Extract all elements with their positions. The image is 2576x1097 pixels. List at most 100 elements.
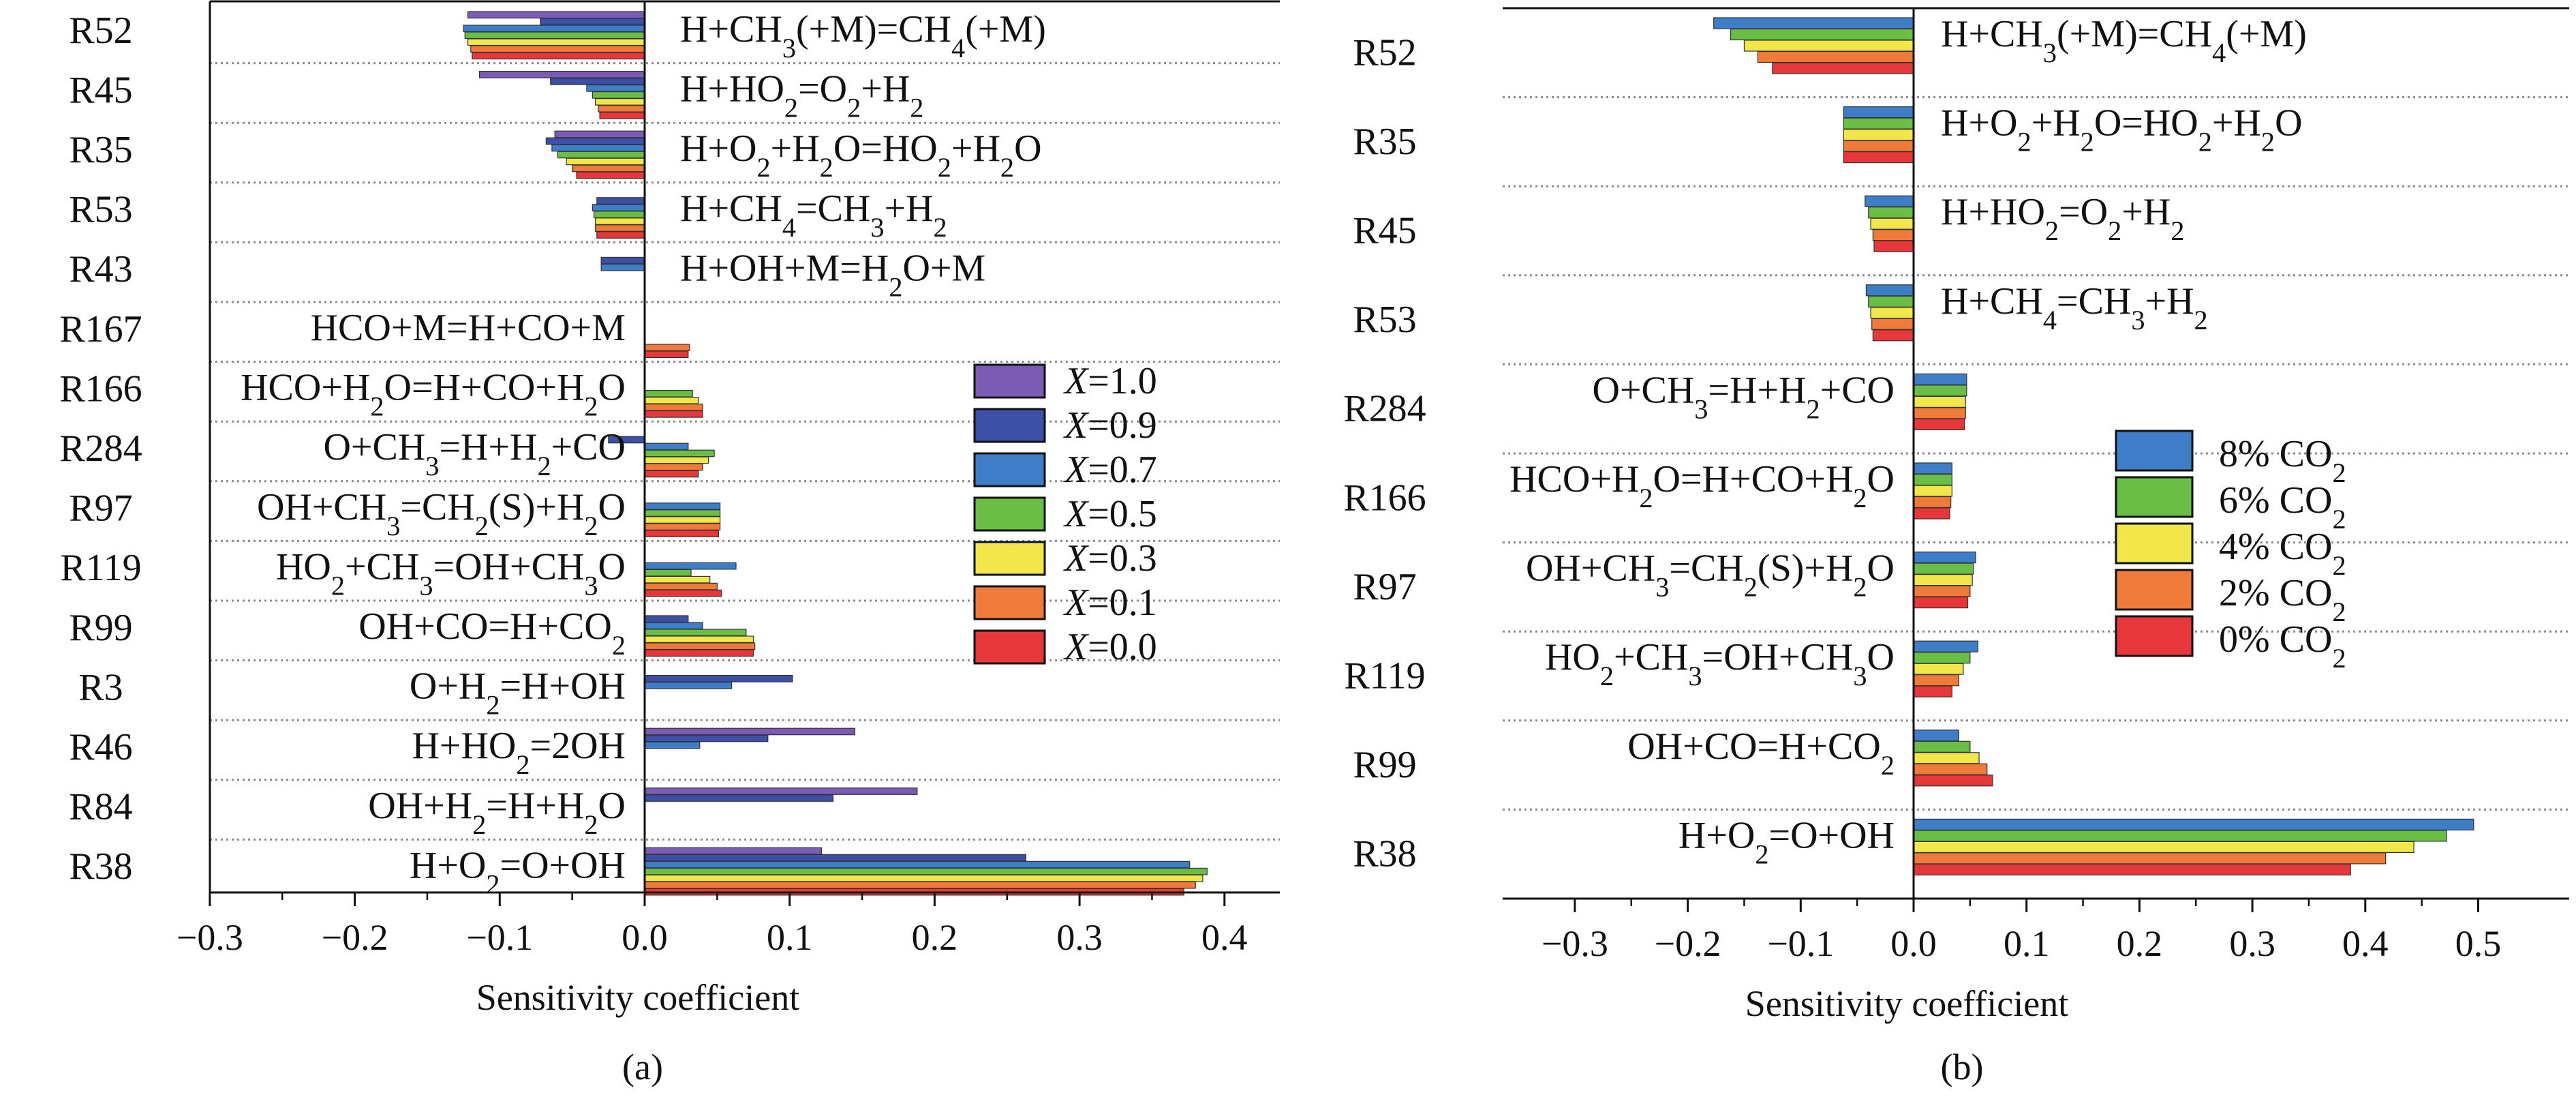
- text-run: 2: [2261, 126, 2275, 157]
- text-run: 4: [951, 33, 965, 63]
- bar: [595, 224, 645, 232]
- reaction-equation: H+O2=O+OH: [1678, 814, 1895, 869]
- category-label: R119: [60, 547, 141, 589]
- text-run: =CH: [1669, 547, 1743, 590]
- bar: [644, 674, 793, 682]
- bar: [1913, 573, 1973, 586]
- bar: [1913, 730, 1959, 742]
- text-run: 3: [1688, 661, 1702, 691]
- bar: [1843, 117, 1914, 130]
- text-run: 2: [1639, 483, 1653, 513]
- text-run: =CH: [400, 486, 474, 528]
- legend-entry: 2% CO2: [2219, 572, 2346, 627]
- bar: [1843, 129, 1914, 141]
- bar: [1913, 852, 2387, 865]
- x-tick-label: 0.1: [767, 917, 813, 958]
- legend-swatch: [2115, 615, 2194, 657]
- bar: [644, 727, 856, 736]
- text-run: O=HO: [2094, 102, 2198, 145]
- text-run: =O+OH: [1769, 814, 1895, 856]
- text-run: 2: [847, 92, 861, 123]
- legend-swatch: [2115, 430, 2194, 472]
- bar: [644, 396, 699, 404]
- text-run: =O: [2059, 191, 2108, 233]
- bar: [576, 171, 645, 179]
- bar: [644, 589, 722, 597]
- text-run: =2OH: [530, 725, 626, 767]
- bar: [599, 112, 645, 119]
- bar: [1730, 28, 1914, 41]
- bar: [600, 263, 645, 271]
- category-label: R99: [69, 607, 132, 649]
- text-run: 2: [2171, 215, 2184, 246]
- bar: [1743, 40, 1914, 52]
- category-label: R52: [69, 10, 132, 52]
- text-run: O: [2275, 102, 2302, 145]
- text-run: O: [1014, 127, 1041, 170]
- text-run: 2: [1755, 839, 1768, 869]
- text-run: =H+OH: [500, 665, 626, 708]
- bar: [644, 582, 718, 590]
- category-label: R99: [1353, 744, 1416, 786]
- text-run: O: [598, 486, 626, 528]
- bar: [1913, 752, 1980, 764]
- bar: [644, 629, 747, 637]
- bar: [550, 77, 645, 85]
- reaction-equation: H+CH3(+M)=CH4(+M): [1941, 13, 2307, 68]
- text-run: +CO: [1820, 369, 1895, 411]
- text-run: 2: [612, 630, 626, 661]
- text-run: 3: [870, 211, 884, 242]
- bar: [592, 91, 645, 99]
- category-label: R284: [59, 427, 142, 470]
- bar: [600, 256, 645, 265]
- bar: [1913, 740, 1971, 753]
- reaction-equation: OH+CO=H+CO2: [1627, 725, 1895, 781]
- text-run: +H: [861, 68, 910, 110]
- reaction-equation: HO2+CH3=OH+CH3O: [1545, 636, 1895, 691]
- bar: [644, 854, 1027, 862]
- bar: [1913, 818, 2474, 831]
- bar: [1913, 395, 1966, 408]
- text-run: +H: [2212, 102, 2261, 145]
- legend-entry: X=0.9: [1063, 404, 1157, 447]
- reaction-equation: H+HO2=O2+H2: [1941, 191, 2184, 246]
- bar: [1913, 763, 1988, 775]
- legend-entry: 6% CO2: [2219, 479, 2346, 535]
- x-tick-label: −0.1: [1767, 923, 1834, 964]
- legend-swatch: [973, 585, 1046, 620]
- bar: [644, 622, 703, 630]
- bar: [1913, 507, 1950, 520]
- legend-entry: 0% CO2: [2219, 618, 2346, 674]
- bar: [478, 70, 645, 78]
- text-run: =0.7: [1088, 449, 1157, 491]
- text-run: HCO+H: [241, 367, 370, 409]
- text-run: 2: [1000, 152, 1014, 183]
- bar: [1843, 106, 1914, 119]
- bar: [1757, 50, 1914, 63]
- panel-caption: (a): [622, 1047, 663, 1087]
- bar: [592, 204, 645, 211]
- reaction-equation: HO2+CH3=OH+CH3O: [276, 545, 626, 601]
- text-run: 3: [386, 510, 400, 541]
- category-label: R166: [59, 367, 142, 410]
- text-run: =1.0: [1088, 360, 1157, 402]
- bar: [644, 642, 756, 650]
- text-run: (S)+H: [489, 486, 584, 528]
- text-run: 2: [2194, 304, 2208, 335]
- text-run: 2: [1853, 571, 1867, 602]
- panel-0: −0.3 −0.2 −0.1 0.0 0.1 0.2 0.3 0.4 Sensitivity c…: [59, 0, 1280, 1087]
- bar: [551, 144, 645, 152]
- bar: [644, 449, 715, 457]
- bar: [644, 874, 1203, 882]
- text-run: 3: [425, 451, 439, 481]
- text-run: OH+CH: [1526, 547, 1655, 590]
- bar: [1913, 496, 1952, 509]
- category-label: R52: [1353, 31, 1416, 74]
- x-tick-label: 0.0: [1890, 923, 1937, 964]
- x-tick-label: 0.0: [622, 917, 668, 958]
- text-run: +H: [2121, 191, 2171, 233]
- bar: [1913, 562, 1974, 575]
- text-run: O+M: [902, 247, 985, 289]
- text-run: =O+OH: [500, 844, 626, 886]
- bar: [1913, 674, 1959, 687]
